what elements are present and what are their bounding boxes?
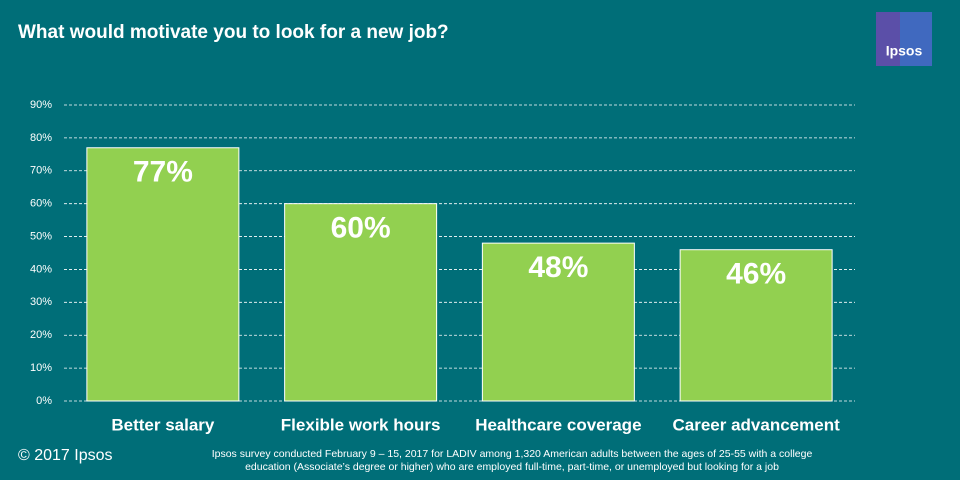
- logo: Ipsos: [876, 12, 932, 66]
- value-label: 77%: [133, 156, 193, 189]
- y-tick-label: 60%: [30, 198, 52, 210]
- value-label: 46%: [726, 258, 786, 291]
- y-tick-label: 20%: [30, 329, 52, 341]
- value-label: 48%: [528, 251, 588, 284]
- y-tick-label: 80%: [30, 132, 52, 144]
- bar: [86, 147, 240, 402]
- logo-text: Ipsos: [886, 43, 923, 59]
- chart-title: What would motivate you to look for a ne…: [18, 22, 449, 43]
- bar: [284, 203, 438, 402]
- value-label: 60%: [331, 212, 391, 245]
- y-tick-label: 10%: [30, 362, 52, 374]
- bar: [679, 249, 833, 402]
- copyright: © 2017 Ipsos: [18, 447, 113, 464]
- logo-shade: [900, 12, 932, 66]
- y-tick-label: 40%: [30, 263, 52, 275]
- y-tick-label: 90%: [30, 99, 52, 111]
- x-tick-label: Healthcare coverage: [475, 415, 641, 434]
- x-tick-label: Flexible work hours: [281, 415, 441, 434]
- footnote: Ipsos survey conducted February 9 – 15, …: [212, 448, 813, 460]
- y-tick-label: 0%: [36, 395, 52, 407]
- y-tick-label: 30%: [30, 296, 52, 308]
- x-tick-label: Better salary: [111, 415, 215, 434]
- y-tick-label: 50%: [30, 230, 52, 242]
- y-tick-label: 70%: [30, 165, 52, 177]
- footnote: education (Associate’s degree or higher)…: [245, 461, 779, 473]
- bar: [481, 242, 635, 402]
- x-tick-label: Career advancement: [672, 415, 840, 434]
